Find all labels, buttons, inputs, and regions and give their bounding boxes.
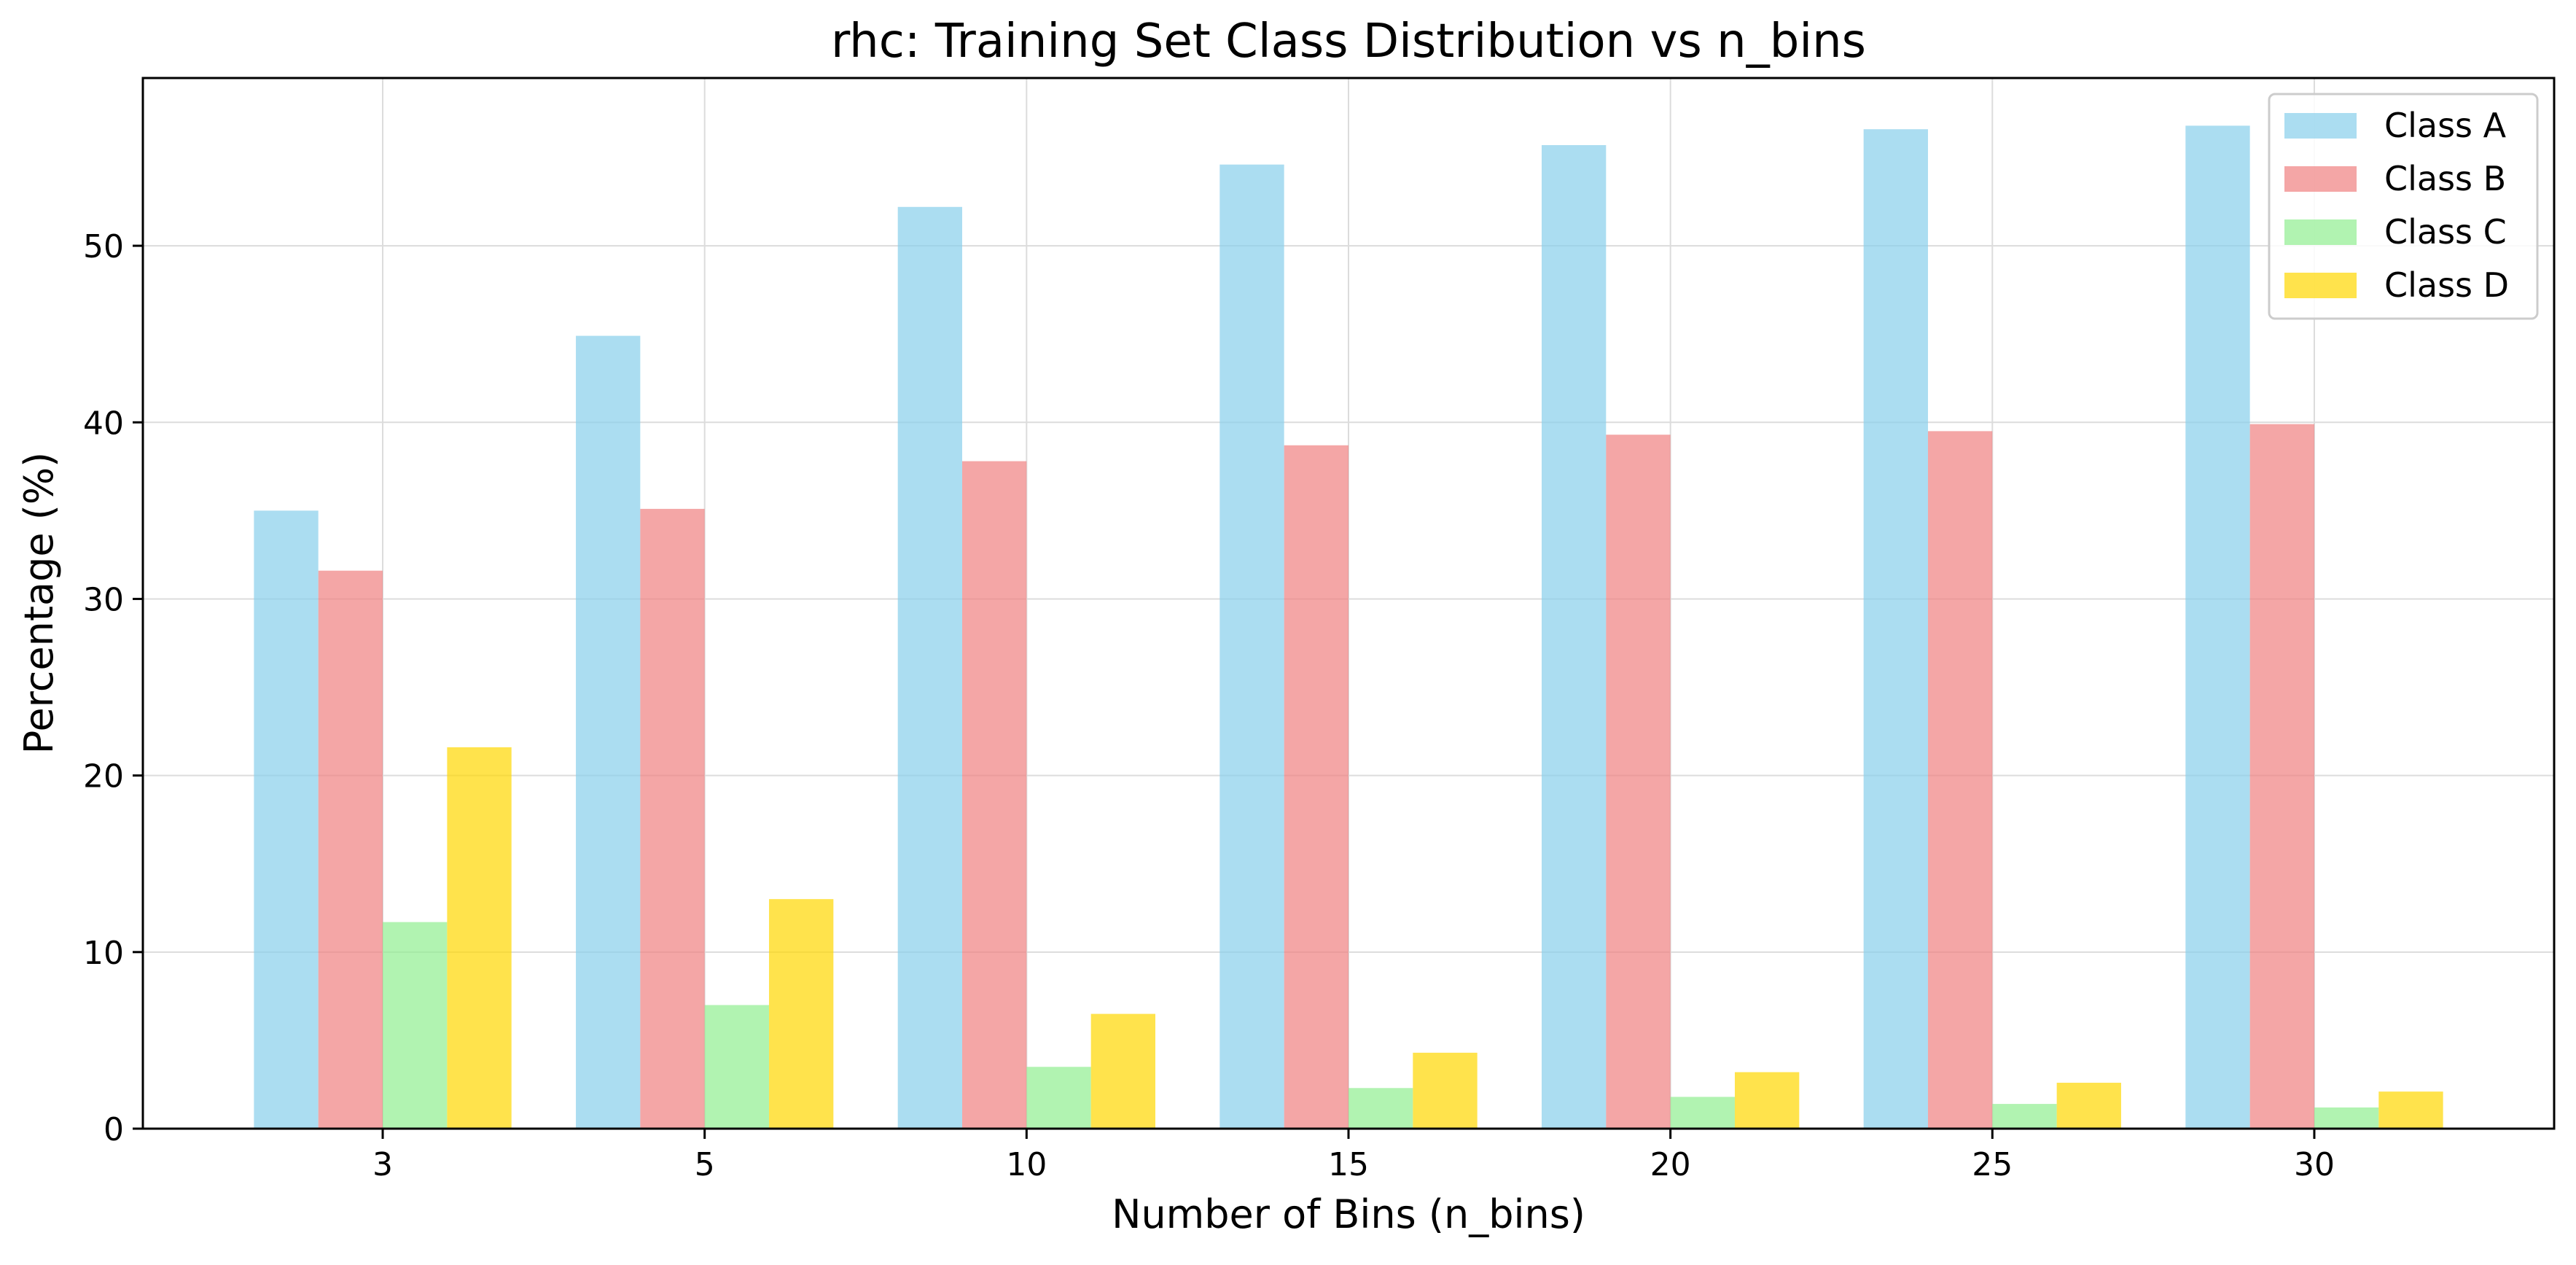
bar-class-a-30	[2185, 125, 2250, 1129]
bar-class-a-10	[897, 206, 963, 1129]
x-tick-label: 25	[1972, 1146, 2013, 1183]
legend-label-class-c: Class C	[2384, 212, 2507, 252]
bar-class-d-10	[1090, 1013, 1156, 1129]
bar-class-b-15	[1284, 445, 1349, 1129]
legend-label-class-b: Class B	[2384, 159, 2506, 198]
legend-swatch-class-b	[2284, 166, 2357, 192]
bar-class-b-30	[2249, 424, 2314, 1129]
legend-label-class-d: Class D	[2384, 265, 2509, 305]
bar-class-a-20	[1541, 145, 1607, 1129]
y-tick-label: 20	[83, 758, 124, 795]
legend-label-class-a: Class A	[2384, 106, 2507, 145]
bar-class-b-25	[1927, 431, 1993, 1129]
bar-class-d-15	[1413, 1052, 1478, 1129]
bar-class-c-25	[1992, 1104, 2057, 1129]
bar-class-d-25	[2056, 1083, 2121, 1129]
bar-class-c-3	[383, 922, 448, 1129]
legend-swatch-class-d	[2284, 273, 2357, 298]
x-tick-label: 15	[1328, 1146, 1369, 1183]
axis-ticks: 3 5 10 15 20 25 30 0 10 20 30 40 50	[83, 228, 2335, 1183]
bar-class-d-30	[2378, 1091, 2443, 1129]
x-tick-label: 10	[1006, 1146, 1047, 1183]
x-tick-label: 3	[372, 1146, 393, 1183]
legend-swatch-class-c	[2284, 219, 2357, 245]
bar-class-b-3	[318, 570, 383, 1129]
y-tick-label: 50	[83, 228, 124, 265]
bar-class-a-3	[254, 510, 319, 1129]
y-tick-label: 30	[83, 581, 124, 618]
chart-title: rhc: Training Set Class Distribution vs …	[831, 15, 1866, 69]
bars	[254, 125, 2443, 1129]
x-tick-label: 20	[1650, 1146, 1691, 1183]
bar-class-c-20	[1670, 1097, 1735, 1129]
bar-class-d-20	[1734, 1072, 1800, 1129]
bar-class-d-5	[769, 899, 834, 1129]
y-tick-label: 0	[104, 1111, 124, 1148]
legend-box	[2268, 93, 2539, 320]
bar-class-a-5	[576, 335, 641, 1129]
bar-class-c-10	[1026, 1067, 1091, 1129]
bar-class-a-15	[1219, 164, 1284, 1129]
bar-class-b-20	[1606, 435, 1671, 1129]
x-tick-label: 5	[695, 1146, 715, 1183]
legend-swatch-class-a	[2284, 113, 2357, 139]
x-axis-label: Number of Bins (n_bins)	[1112, 1191, 1585, 1237]
bar-class-c-30	[2314, 1107, 2379, 1129]
y-tick-label: 40	[83, 405, 124, 442]
y-axis-label: Percentage (%)	[16, 452, 62, 754]
bar-class-a-25	[1863, 129, 1928, 1129]
bar-class-d-3	[447, 747, 512, 1129]
bar-class-c-15	[1349, 1088, 1413, 1129]
x-tick-label: 30	[2294, 1146, 2335, 1183]
legend: Class A Class B Class C Class D	[2268, 93, 2539, 320]
bar-class-b-5	[640, 508, 705, 1129]
y-tick-label: 10	[83, 935, 124, 972]
bar-class-c-5	[704, 1005, 770, 1129]
bar-class-b-10	[962, 461, 1027, 1129]
